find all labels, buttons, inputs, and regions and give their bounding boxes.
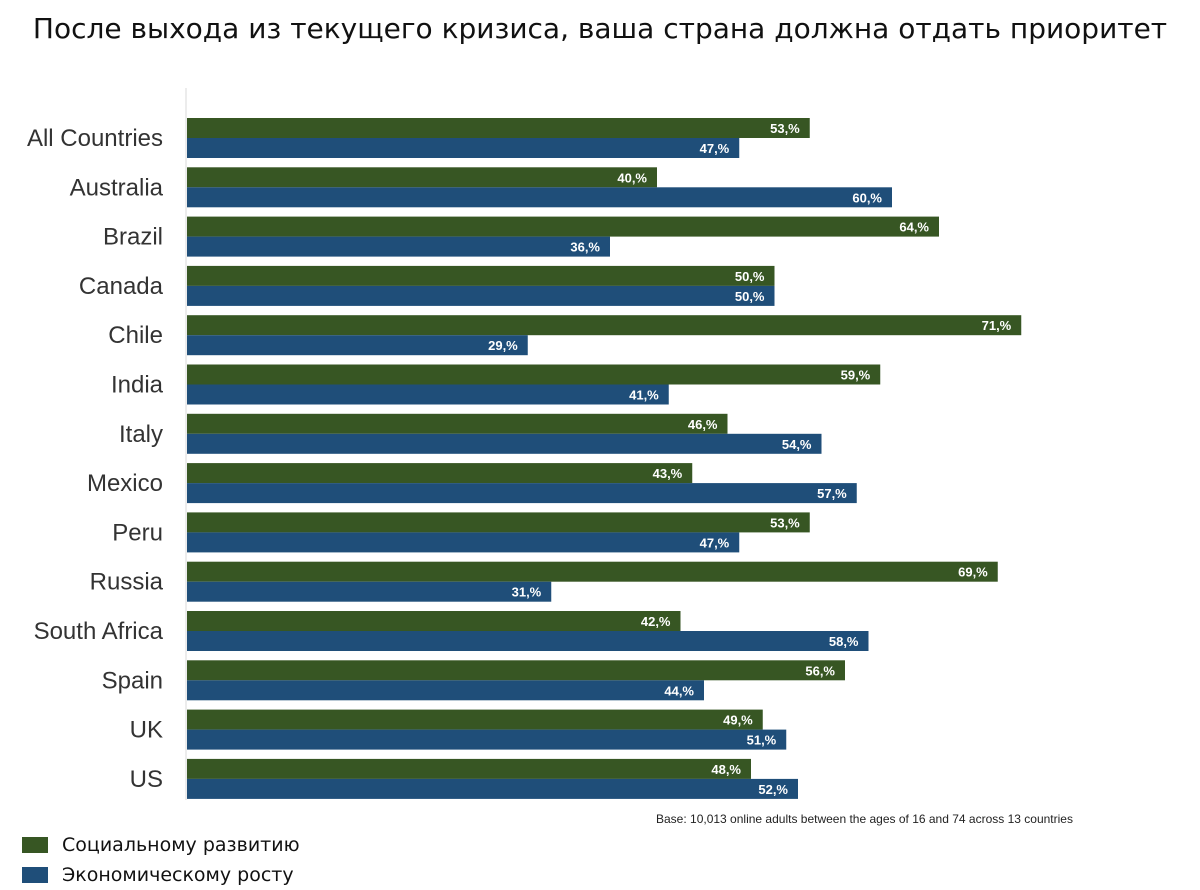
data-label-social: 53,% xyxy=(770,515,800,530)
data-label-social: 59,% xyxy=(841,368,871,383)
bar-economic xyxy=(187,581,552,602)
data-label-social: 43,% xyxy=(653,466,683,481)
category-label: US xyxy=(130,766,163,793)
category-label: Italy xyxy=(119,421,163,448)
category-label: Brazil xyxy=(103,224,163,251)
legend-label-social: Социальному развитию xyxy=(62,834,300,856)
legend-swatch-social xyxy=(22,837,48,853)
bar-social xyxy=(187,561,998,582)
chart-title: После выхода из текущего кризиса, ваша с… xyxy=(32,12,1168,45)
legend-label-economic: Экономическому росту xyxy=(62,864,294,886)
bar-social xyxy=(187,709,763,730)
bar-social xyxy=(187,413,728,434)
bar-economic xyxy=(187,187,892,208)
bar-economic xyxy=(187,483,857,504)
data-label-economic: 50,% xyxy=(735,289,765,304)
data-label-social: 42,% xyxy=(641,614,671,629)
bar-social xyxy=(187,463,693,484)
bar-economic xyxy=(187,384,669,405)
bar-economic xyxy=(187,680,704,701)
bar-economic xyxy=(187,285,775,306)
data-label-economic: 57,% xyxy=(817,486,847,501)
category-label: South Africa xyxy=(34,618,164,645)
category-label: Canada xyxy=(79,273,164,300)
data-label-economic: 44,% xyxy=(664,683,694,698)
category-label: India xyxy=(111,372,164,399)
category-label: Russia xyxy=(90,569,164,596)
category-label: UK xyxy=(130,717,163,744)
data-label-economic: 29,% xyxy=(488,338,518,353)
bar-social xyxy=(187,758,751,779)
bar-social xyxy=(187,118,810,138)
data-label-social: 71,% xyxy=(982,318,1012,333)
bar-social xyxy=(187,216,939,237)
category-label: Peru xyxy=(112,519,163,546)
category-label: Chile xyxy=(108,322,163,349)
data-label-social: 69,% xyxy=(958,565,988,580)
data-label-economic: 41,% xyxy=(629,388,659,403)
bar-economic xyxy=(187,236,610,257)
bar-social xyxy=(187,315,1022,336)
bar-economic xyxy=(187,778,798,799)
bar-social xyxy=(187,167,657,188)
legend-swatch-economic xyxy=(22,867,48,883)
data-label-economic: 58,% xyxy=(829,634,859,649)
bar-economic xyxy=(187,729,787,750)
data-label-economic: 31,% xyxy=(512,585,542,600)
bar-social xyxy=(187,512,810,533)
data-label-social: 40,% xyxy=(617,170,647,185)
chart-note: Base: 10,013 online adults between the a… xyxy=(656,812,1073,826)
bar-economic xyxy=(187,335,528,356)
category-label: Mexico xyxy=(87,470,163,497)
data-label-social: 56,% xyxy=(805,663,835,678)
bar-economic xyxy=(187,138,740,158)
data-label-economic: 47,% xyxy=(700,141,730,156)
legend-item-social: Социальному развитию xyxy=(22,830,300,860)
bar-social xyxy=(187,265,775,286)
data-label-economic: 54,% xyxy=(782,437,812,452)
bar-economic xyxy=(187,433,822,454)
legend-item-economic: Экономическому росту xyxy=(22,860,300,890)
data-label-economic: 36,% xyxy=(570,240,600,255)
data-label-social: 48,% xyxy=(711,762,741,777)
data-label-economic: 60,% xyxy=(852,190,882,205)
data-label-social: 64,% xyxy=(899,220,929,235)
category-label: All Countries xyxy=(27,125,163,152)
data-label-social: 50,% xyxy=(735,269,765,284)
data-label-economic: 51,% xyxy=(747,733,777,748)
data-label-social: 46,% xyxy=(688,417,718,432)
bar-economic xyxy=(187,631,869,651)
bar-social xyxy=(187,611,681,631)
legend: Социальному развитию Экономическому рост… xyxy=(22,830,300,890)
bar-social xyxy=(187,660,845,681)
data-label-economic: 52,% xyxy=(758,782,788,797)
data-label-social: 49,% xyxy=(723,713,753,728)
data-label-social: 53,% xyxy=(770,121,800,136)
category-label: Spain xyxy=(102,667,163,694)
category-label: Australia xyxy=(70,174,164,201)
data-label-economic: 47,% xyxy=(700,535,730,550)
bar-social xyxy=(187,364,881,385)
bar-economic xyxy=(187,532,740,553)
